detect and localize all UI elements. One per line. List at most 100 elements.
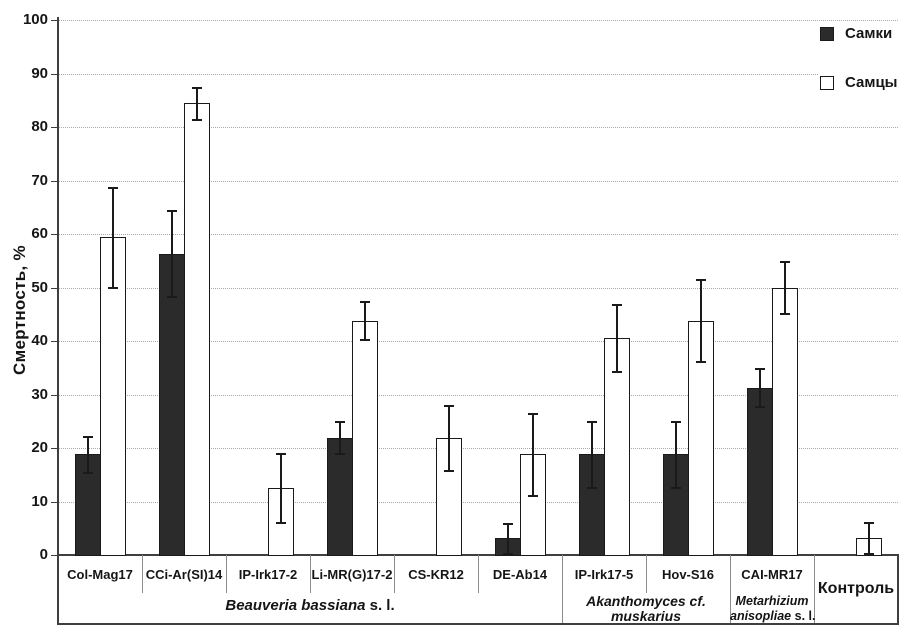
y-tick-label-40: 40 (31, 332, 48, 349)
error-cap-top-males-7 (696, 278, 706, 281)
error-cap-top-males-9 (864, 522, 874, 525)
category-separator-7 (646, 555, 647, 593)
y-tick-label-10: 10 (31, 492, 48, 510)
bar-males-0 (100, 237, 126, 556)
error-bar-males-9 (868, 522, 870, 554)
error-bar-females-3 (339, 421, 341, 455)
category-separator-1 (142, 555, 143, 593)
gridline-30 (58, 394, 898, 396)
error-cap-bottom-males-5 (528, 495, 538, 498)
y-tick-100 (51, 20, 58, 21)
gridline-60 (58, 234, 898, 235)
error-cap-bottom-females-8 (755, 406, 765, 409)
y-tick-label-50: 50 (31, 278, 48, 296)
error-cap-bottom-males-7 (696, 361, 706, 364)
gridline-100 (58, 20, 898, 21)
error-cap-bottom-females-3 (335, 453, 345, 456)
group-label-text: Beauveria bassiana (225, 597, 366, 614)
y-tick-label-100: 100 (22, 11, 48, 28)
group-label-beauveria-bassiana: Beauveria bassiana s. l. (58, 598, 562, 613)
category-label-5: DE-Ab14 (492, 567, 548, 582)
gridline-10 (58, 501, 898, 503)
bar-females-3 (327, 437, 353, 556)
males-swatch-icon (820, 75, 834, 90)
y-axis-line (57, 17, 59, 625)
error-bar-females-7 (675, 420, 677, 489)
error-bar-females-8 (759, 367, 761, 408)
category-label-1: CCi-Ar(SI)14 (145, 567, 223, 582)
category-label-7: Hov-S16 (661, 567, 715, 582)
group-label-akanthomyces-muskarius: Akanthomyces cf. muskarius (562, 594, 730, 624)
error-cap-bottom-males-2 (276, 521, 286, 524)
error-bar-females-0 (87, 435, 89, 474)
category-label-0: Col-Mag17 (67, 567, 133, 582)
y-tick-label-90: 90 (31, 64, 48, 82)
bar-females-1 (159, 253, 185, 556)
category-separator-5 (478, 555, 479, 593)
error-bar-females-1 (171, 210, 173, 298)
y-tick-label-20: 20 (31, 439, 48, 456)
error-cap-top-females-8 (755, 367, 765, 370)
error-cap-bottom-males-1 (192, 119, 202, 122)
error-cap-bottom-females-7 (671, 487, 681, 490)
y-tick-label-70: 70 (31, 171, 48, 189)
legend-label-males: Самцы (845, 74, 898, 91)
error-cap-top-males-3 (360, 301, 370, 304)
error-cap-bottom-females-5 (503, 552, 513, 555)
y-tick-50 (51, 287, 58, 289)
category-separator-6 (562, 555, 563, 623)
y-tick-40 (51, 341, 58, 342)
y-tick-20 (51, 448, 58, 449)
category-label-2: IP-Irk17-2 (238, 567, 298, 582)
gridline-90 (58, 73, 898, 75)
error-cap-top-males-1 (192, 86, 202, 89)
error-cap-top-males-8 (780, 260, 790, 263)
category-separator-9 (814, 555, 815, 623)
bar-males-6 (604, 337, 630, 556)
error-bar-males-8 (784, 260, 786, 315)
legend-entry-males: Самцы (818, 71, 900, 94)
group-label-metarhizium-anisopliae: Metarhizium anisopliae s. l. (730, 594, 816, 624)
category-label-3: Li-MR(G)17-2 (311, 567, 393, 582)
error-bar-males-0 (112, 186, 114, 288)
y-tick-70 (51, 180, 58, 182)
error-bar-males-5 (532, 412, 534, 497)
group-label-text: Akanthomyces cf. (586, 593, 706, 609)
group-label-text: anisopliae (730, 609, 792, 623)
error-cap-bottom-males-3 (360, 338, 370, 341)
error-cap-top-females-5 (503, 522, 513, 525)
gridline-50 (58, 287, 898, 289)
y-tick-90 (51, 73, 58, 75)
right-frame-line (897, 555, 899, 624)
y-tick-label-0: 0 (39, 546, 48, 563)
error-bar-males-2 (280, 453, 282, 523)
category-label-8: CAI-MR17 (741, 567, 803, 582)
y-tick-label-80: 80 (31, 118, 48, 135)
y-tick-0 (51, 555, 58, 556)
group-label-text: Metarhizium (735, 594, 809, 608)
error-cap-top-females-7 (671, 420, 681, 423)
error-bar-males-6 (616, 303, 618, 373)
error-cap-top-females-3 (335, 421, 345, 424)
bar-males-1 (184, 103, 210, 556)
legend-entry-females: Самки (818, 22, 895, 45)
group-label-text: s. l. (791, 609, 816, 623)
error-cap-bottom-females-1 (167, 296, 177, 299)
bar-females-8 (747, 387, 773, 556)
y-tick-30 (51, 394, 58, 396)
y-tick-60 (51, 234, 58, 235)
y-tick-label-30: 30 (31, 385, 48, 403)
category-label-6: IP-Irk17-5 (574, 567, 634, 582)
error-bar-males-3 (364, 301, 366, 340)
error-cap-bottom-males-9 (864, 553, 874, 555)
error-cap-bottom-males-6 (612, 371, 622, 374)
bar-males-8 (772, 287, 798, 556)
y-tick-label-60: 60 (31, 225, 48, 242)
bottom-frame-line (57, 623, 899, 625)
category-label-9: Контроль (817, 580, 895, 597)
error-bar-males-7 (700, 278, 702, 363)
error-cap-bottom-males-4 (444, 470, 454, 472)
gridline-70 (58, 180, 898, 182)
error-bar-females-6 (591, 420, 593, 489)
